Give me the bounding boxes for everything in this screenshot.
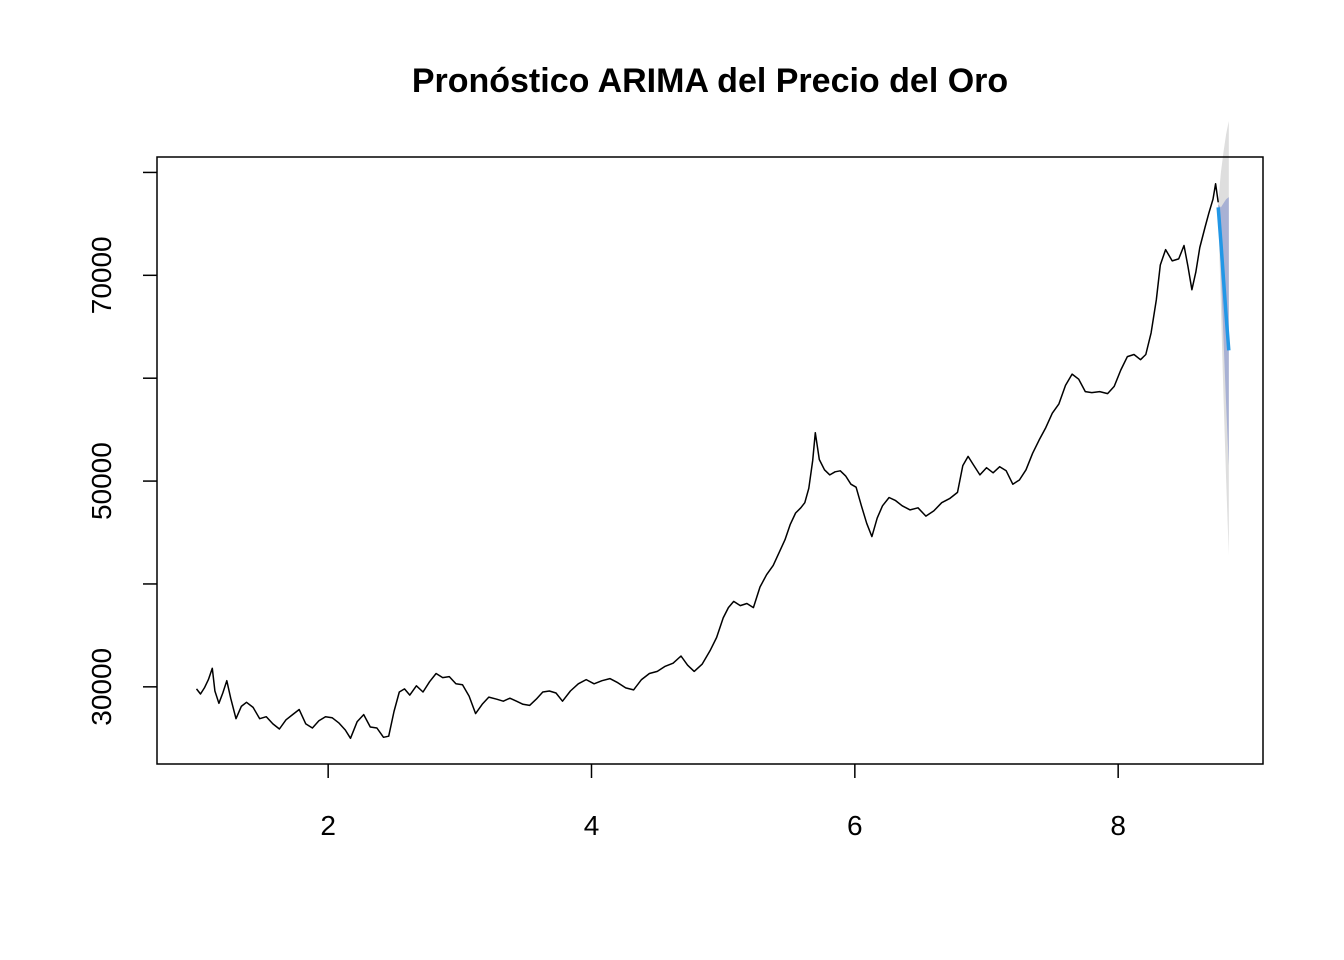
y-tick-label: 70000 — [86, 236, 117, 314]
chart-title: Pronóstico ARIMA del Precio del Oro — [412, 62, 1008, 100]
y-tick-label: 30000 — [86, 648, 117, 726]
x-tick-label: 2 — [320, 810, 336, 841]
forecast-line — [1216, 207, 1231, 351]
plot-frame — [156, 156, 1264, 765]
x-tick-label: 4 — [584, 810, 600, 841]
x-tick-label: 8 — [1110, 810, 1126, 841]
series-lines — [195, 182, 1231, 740]
y-axis: 30000 50000 70000 — [86, 171, 157, 726]
x-tick-label: 6 — [847, 810, 863, 841]
y-tick-label: 50000 — [86, 442, 117, 520]
history-line — [195, 182, 1219, 740]
x-axis: 2 4 6 8 — [320, 764, 1126, 841]
